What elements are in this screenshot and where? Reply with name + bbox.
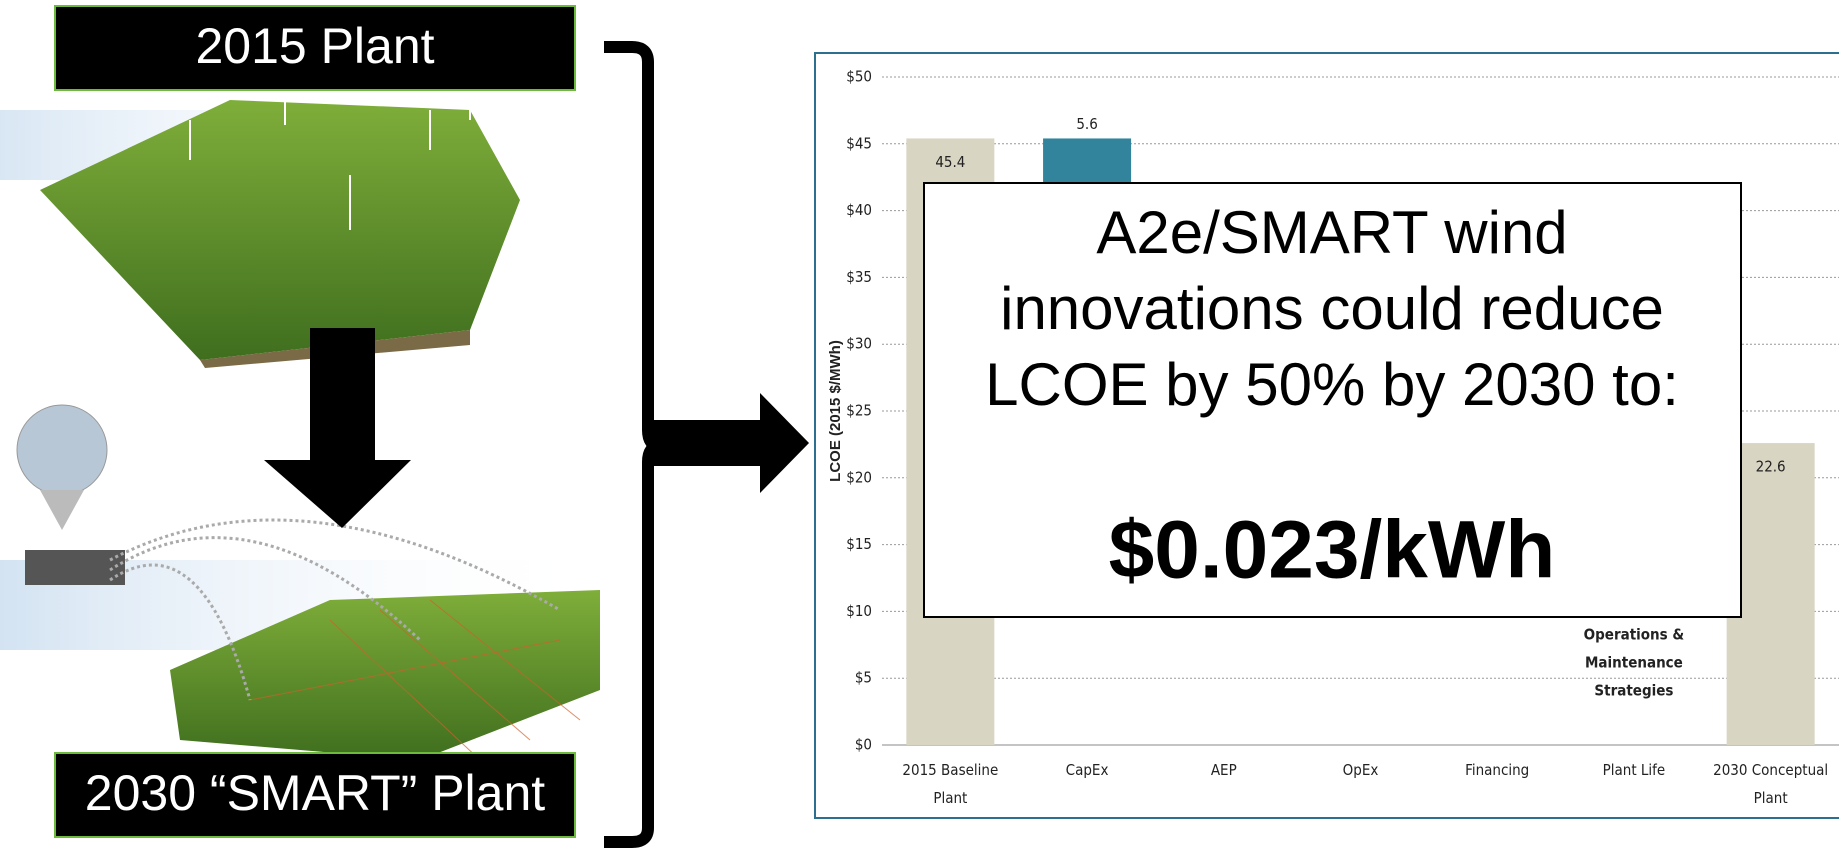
y-tick-label: $20 bbox=[846, 468, 872, 486]
callout-line: LCOE by 50% by 2030 to: bbox=[985, 351, 1679, 418]
y-tick-label: $5 bbox=[855, 669, 872, 687]
annotation: Operations & bbox=[1584, 626, 1685, 644]
x-tick-label: OpEx bbox=[1343, 761, 1379, 779]
x-tick-label: AEP bbox=[1211, 761, 1237, 779]
y-tick-label: $30 bbox=[846, 335, 872, 353]
x-tick-label: CapEx bbox=[1066, 761, 1109, 779]
y-tick-label: $10 bbox=[846, 602, 872, 620]
y-tick-label: $45 bbox=[846, 134, 872, 152]
x-tick-label: Plant Life bbox=[1603, 761, 1666, 779]
callout-line: innovations could reduce bbox=[1000, 275, 1664, 342]
terrain-2030 bbox=[0, 405, 600, 760]
callout-price: $0.023/kWh bbox=[1109, 505, 1556, 596]
value-label: 45.4 bbox=[935, 153, 965, 171]
y-tick-label: $0 bbox=[855, 736, 872, 754]
y-tick-label: $15 bbox=[846, 535, 872, 553]
right-arrow bbox=[651, 393, 809, 493]
label-2015: 2015 Plant bbox=[195, 18, 434, 74]
y-axis-label: LCOE (2015 $/MWh) bbox=[827, 340, 844, 482]
value-label: 22.6 bbox=[1756, 458, 1786, 476]
annotation: Strategies bbox=[1594, 682, 1673, 700]
x-tick-label: Financing bbox=[1465, 761, 1529, 779]
y-tick-label: $25 bbox=[846, 402, 872, 420]
y-tick-label: $35 bbox=[846, 268, 872, 286]
callout-line: A2e/SMART wind bbox=[1096, 199, 1567, 266]
annotation: Maintenance bbox=[1585, 654, 1683, 672]
y-tick-label: $40 bbox=[846, 201, 872, 219]
value-label: 5.6 bbox=[1076, 115, 1097, 133]
y-tick-label: $50 bbox=[846, 68, 872, 86]
label-2030: 2030 “SMART” Plant bbox=[85, 765, 545, 821]
slide: 2015 Plant 2030 “SMART” Plant LCOE (2015… bbox=[0, 0, 1839, 851]
terrain-2015 bbox=[0, 90, 520, 368]
